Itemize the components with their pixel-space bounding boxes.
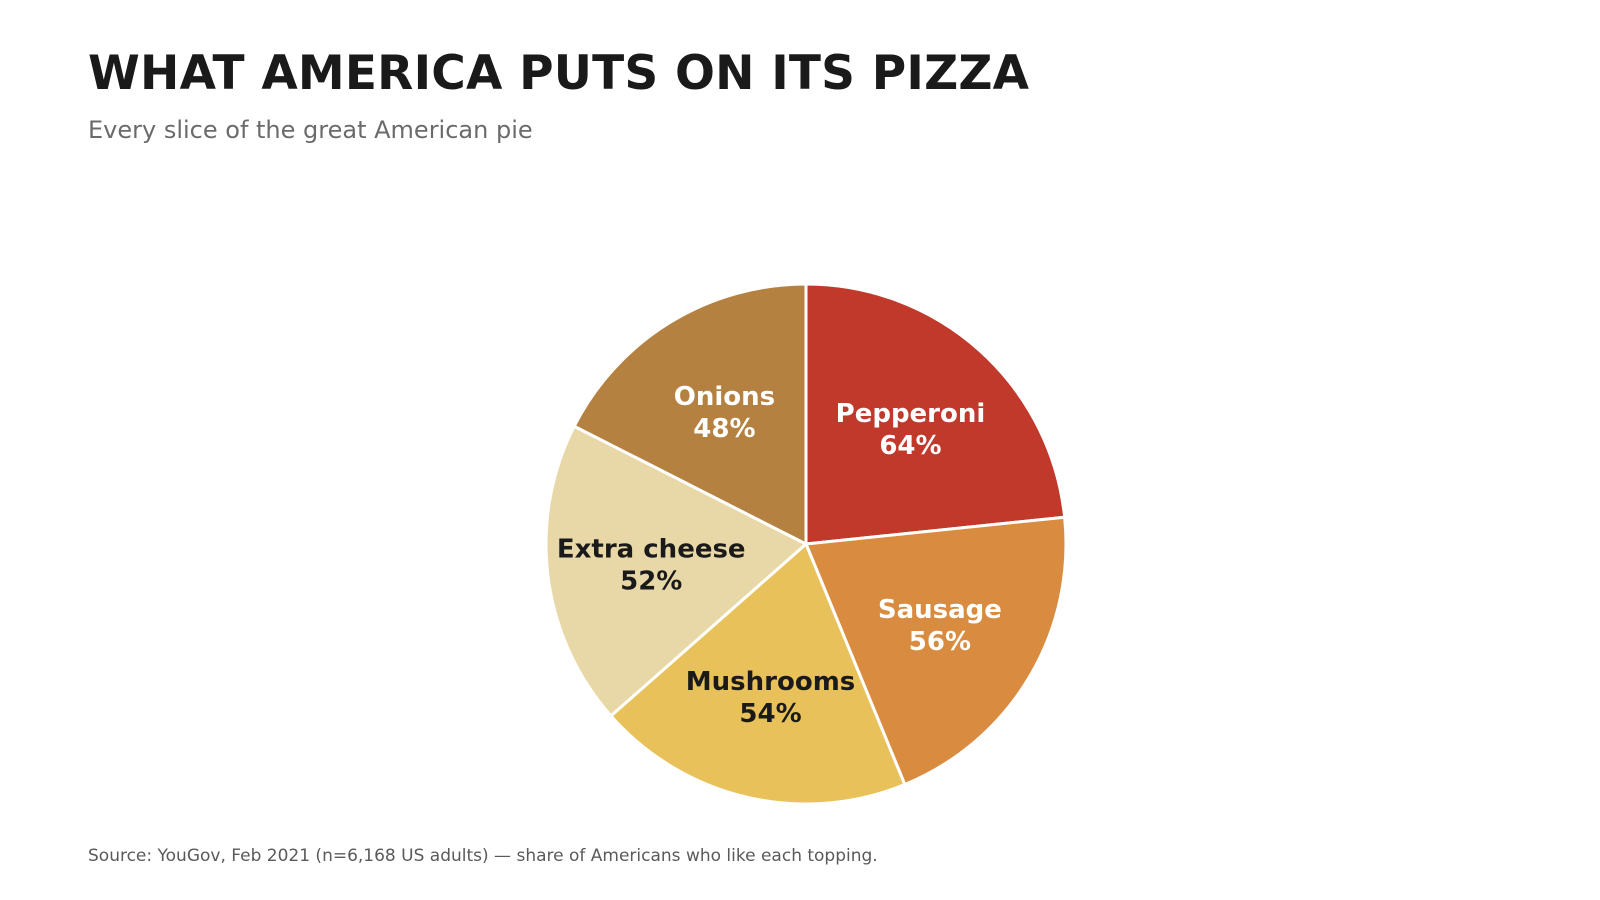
slice-name: Onions bbox=[674, 382, 775, 412]
slice-name: Extra cheese bbox=[557, 535, 746, 565]
slice-label-sausage: Sausage 56% bbox=[878, 595, 1002, 657]
pie-slice-mushrooms bbox=[609, 542, 907, 806]
slice-label-onions: Onions 48% bbox=[674, 382, 775, 444]
chart-subtitle: Every slice of the great American pie bbox=[88, 116, 533, 144]
pie-slice-sausage bbox=[804, 515, 1068, 786]
slice-label-mushrooms: Mushrooms 54% bbox=[686, 667, 855, 729]
chart-title: WHAT AMERICA PUTS ON ITS PIZZA bbox=[88, 46, 1030, 101]
pie-slice-extra-cheese bbox=[544, 424, 808, 718]
pie-slices bbox=[544, 282, 1068, 806]
slice-label-pepperoni: Pepperoni 64% bbox=[836, 399, 986, 461]
slice-value: 54% bbox=[739, 699, 801, 729]
source-note: Source: YouGov, Feb 2021 (n=6,168 US adu… bbox=[88, 846, 878, 866]
slice-name: Sausage bbox=[878, 595, 1002, 625]
slice-value: 52% bbox=[620, 567, 682, 597]
slice-value: 64% bbox=[879, 431, 941, 461]
pie-slice-onions bbox=[572, 282, 808, 546]
slice-value: 48% bbox=[693, 414, 755, 444]
slice-name: Mushrooms bbox=[686, 667, 855, 697]
pie-labels: Pepperoni 64% Sausage 56% Mushrooms 54% Extra … bbox=[557, 382, 1002, 729]
slice-name: Pepperoni bbox=[836, 399, 986, 429]
pie-slice-pepperoni bbox=[804, 282, 1067, 546]
slice-value: 56% bbox=[909, 627, 971, 657]
slice-label-extra-cheese: Extra cheese 52% bbox=[557, 535, 746, 597]
